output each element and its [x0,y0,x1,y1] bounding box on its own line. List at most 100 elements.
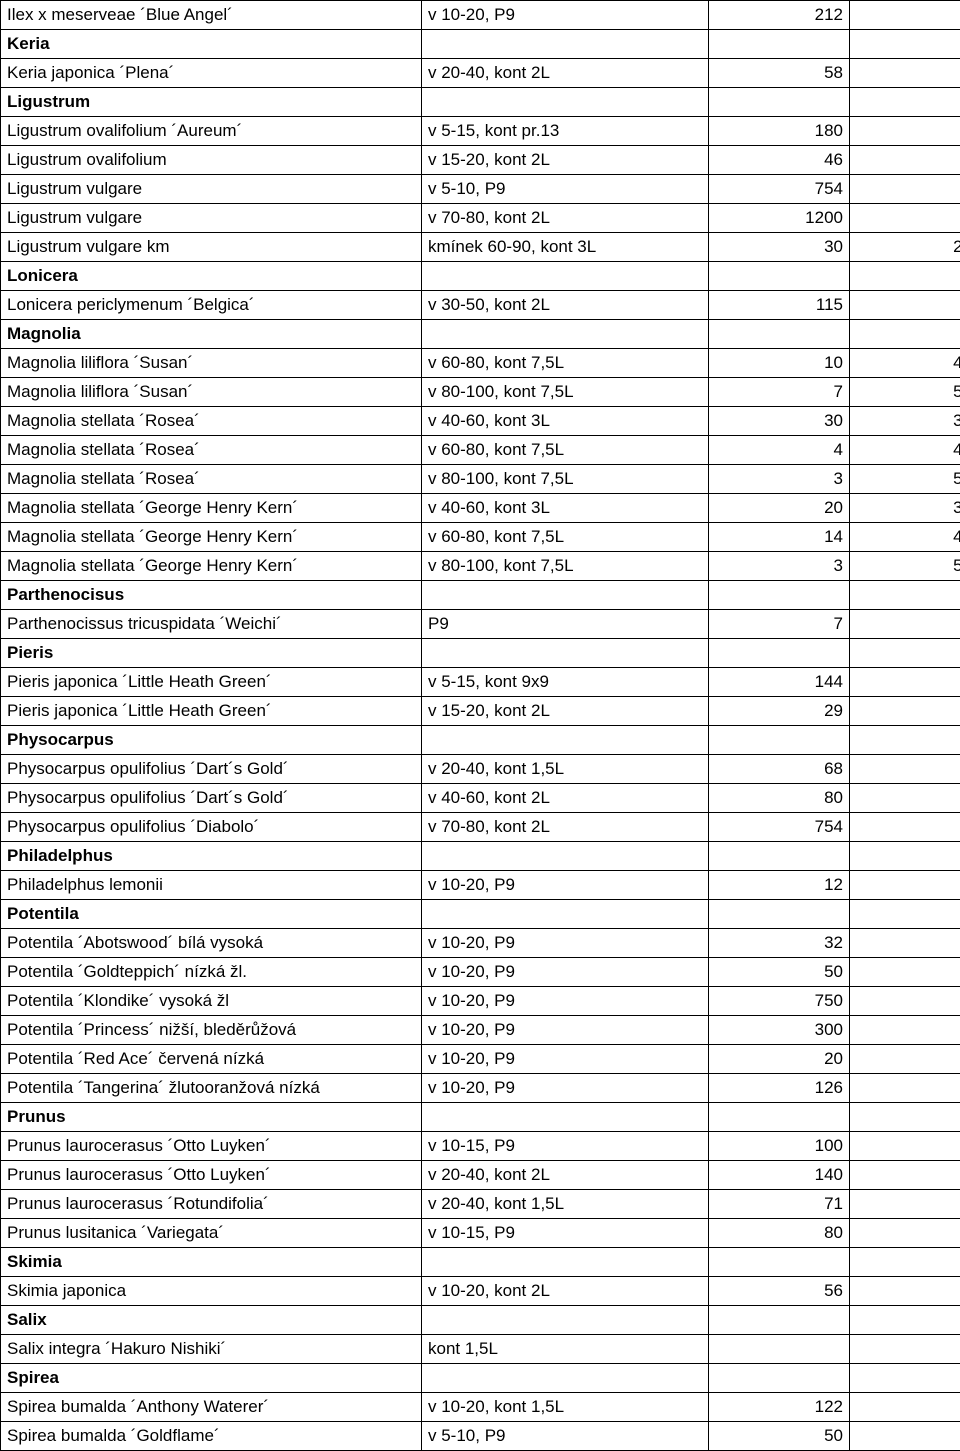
spec-cell [422,842,709,871]
plant-name-cell: Prunus [1,1103,422,1132]
price-cell: 380 Kč [850,494,960,523]
qty-cell: 14 [709,523,850,552]
qty-cell [709,726,850,755]
plant-name-cell: Magnolia liliflora ´Susan´ [1,349,422,378]
table-row: Parthenocisus [1,581,960,610]
plant-name-cell: Ligustrum ovalifolium [1,146,422,175]
qty-cell [709,1335,850,1364]
table-row: Salix integra ´Hakuro Nishiki´kont 1,5L4… [1,1335,960,1364]
table-row: Physocarpus opulifolius ´Dart´s Gold´v 2… [1,755,960,784]
plant-name-cell: Potentila ´Goldteppich´ nízká žl. [1,958,422,987]
plant-name-cell: Ligustrum ovalifolium ´Aureum´ [1,117,422,146]
qty-cell: 71 [709,1190,850,1219]
spec-cell: v 60-80, kont 7,5L [422,436,709,465]
spec-cell: v 40-60, kont 3L [422,494,709,523]
table-row: Potentila ´Princess´ nižší, bleděrůžováv… [1,1016,960,1045]
table-row: Potentila ´Goldteppich´ nízká žl.v 10-20… [1,958,960,987]
qty-cell: 68 [709,755,850,784]
spec-cell [422,1248,709,1277]
spec-cell [422,1103,709,1132]
table-row: Magnolia stellata ´George Henry Kern´v 6… [1,523,960,552]
spec-cell: v 10-20, kont 1,5L [422,1393,709,1422]
spec-cell: v 10-20, P9 [422,1045,709,1074]
plant-name-cell: Keria [1,30,422,59]
table-row: Physocarpus opulifolius ´Dart´s Gold´v 4… [1,784,960,813]
plant-name-cell: Potentila ´Princess´ nižší, bleděrůžová [1,1016,422,1045]
qty-cell [709,1103,850,1132]
price-cell: 45 Kč [850,755,960,784]
price-cell: 460 Kč [850,349,960,378]
price-cell: 30 Kč [850,1016,960,1045]
table-row: Prunus lusitanica ´Variegata´v 10-15, P9… [1,1219,960,1248]
qty-cell: 58 [709,59,850,88]
price-cell [850,639,960,668]
spec-cell: v 20-40, kont 1,5L [422,755,709,784]
price-cell: 220 Kč [850,233,960,262]
plant-name-cell: Ligustrum vulgare [1,204,422,233]
table-row: Ilex x meserveae ´Blue Angel´v 10-20, P9… [1,1,960,30]
plant-name-cell: Spirea [1,1364,422,1393]
plant-name-cell: Magnolia stellata ´Rosea´ [1,407,422,436]
plant-name-cell: Ligustrum vulgare km [1,233,422,262]
spec-cell: v 70-80, kont 2L [422,813,709,842]
price-cell [850,581,960,610]
qty-cell: 140 [709,1161,850,1190]
spec-cell: v 10-20, kont 2L [422,1277,709,1306]
price-cell: 65 Kč [850,813,960,842]
spec-cell: v 20-40, kont 2L [422,1161,709,1190]
price-cell: 65 Kč [850,1277,960,1306]
spec-cell: v 10-20, P9 [422,1074,709,1103]
plant-name-cell: Magnolia stellata ´George Henry Kern´ [1,523,422,552]
plant-name-cell: Prunus lusitanica ´Variegata´ [1,1219,422,1248]
plant-name-cell: Lonicera [1,262,422,291]
price-cell: 60 Kč [850,117,960,146]
plant-name-cell: Ligustrum [1,88,422,117]
table-row: Skimia japonicav 10-20, kont 2L5665 Kč [1,1277,960,1306]
table-row: Prunus laurocerasus ´Otto Luyken´v 20-40… [1,1161,960,1190]
plant-name-cell: Physocarpus opulifolius ´Dart´s Gold´ [1,755,422,784]
plant-name-cell: Pieris [1,639,422,668]
price-cell: 40 Kč [850,204,960,233]
price-cell [850,30,960,59]
price-cell: 65 Kč [850,784,960,813]
spec-cell [422,726,709,755]
spec-cell [422,581,709,610]
plant-name-cell: Spirea bumalda ´Goldflame´ [1,1422,422,1451]
table-row: Magnolia [1,320,960,349]
price-cell: 40 Kč [850,1393,960,1422]
qty-cell [709,1364,850,1393]
spec-cell: kmínek 60-90, kont 3L [422,233,709,262]
table-row: Potentila ´Tangerina´ žlutooranžová nízk… [1,1074,960,1103]
qty-cell: 7 [709,378,850,407]
spec-cell: v 10-15, P9 [422,1132,709,1161]
plant-name-cell: Prunus laurocerasus ´Otto Luyken´ [1,1132,422,1161]
qty-cell: 3 [709,552,850,581]
price-cell: 460 Kč [850,523,960,552]
table-row: Spirea bumalda ´Anthony Waterer´v 10-20,… [1,1393,960,1422]
price-cell: 42 Kč [850,668,960,697]
table-row: Prunus laurocerasus ´Otto Luyken´v 10-15… [1,1132,960,1161]
qty-cell: 126 [709,1074,850,1103]
plant-name-cell: Prunus laurocerasus ´Rotundifolia´ [1,1190,422,1219]
plant-name-cell: Magnolia [1,320,422,349]
plant-name-cell: Spirea bumalda ´Anthony Waterer´ [1,1393,422,1422]
table-row: Potentila ´Red Ace´ červená nízkáv 10-20… [1,1045,960,1074]
table-row: Magnolia stellata ´Rosea´v 80-100, kont … [1,465,960,494]
spec-cell: v 15-20, kont 2L [422,146,709,175]
table-row: Ligustrum vulgare kmkmínek 60-90, kont 3… [1,233,960,262]
price-cell: 40 Kč [850,1335,960,1364]
table-row: Philadelphus [1,842,960,871]
price-cell [850,726,960,755]
qty-cell: 212 [709,1,850,30]
spec-cell [422,1364,709,1393]
table-row: Spirea bumalda ´Goldflame´v 5-10, P95030… [1,1422,960,1451]
table-row: Lonicera periclymenum ´Belgica´v 30-50, … [1,291,960,320]
plant-name-cell: Pieris japonica ´Little Heath Green´ [1,697,422,726]
price-cell: 25 Kč [850,175,960,204]
spec-cell: v 10-20, P9 [422,987,709,1016]
qty-cell: 20 [709,494,850,523]
plant-name-cell: Prunus laurocerasus ´Otto Luyken´ [1,1161,422,1190]
table-row: Ligustrum vulgarev 5-10, P975425 Kč [1,175,960,204]
price-cell [850,1364,960,1393]
price-cell: 30 Kč [850,958,960,987]
